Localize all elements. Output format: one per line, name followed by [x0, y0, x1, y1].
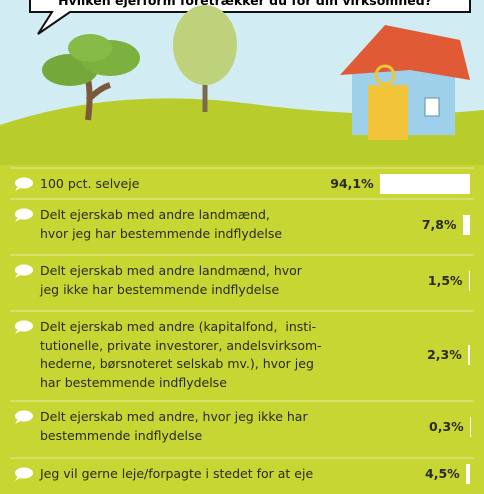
value-label: 7,8%: [397, 217, 457, 232]
infographic: Hvilken ejerform foretrækker du for din …: [0, 0, 484, 494]
category-label: Delt ejerskab med andre landmænd, hvor j…: [40, 206, 282, 243]
value-label: 94,1%: [314, 176, 374, 191]
chart-title: Hvilken ejerform foretrækker du for din …: [40, 0, 450, 10]
bar: [380, 174, 470, 194]
bar: [468, 345, 470, 365]
value-label: 4,5%: [400, 466, 460, 481]
category-label: Delt ejerskab med andre landmænd, hvor j…: [40, 262, 302, 299]
category-label: Delt ejerskab med andre (kapitalfond, in…: [40, 318, 322, 392]
value-label: 1,5%: [403, 273, 463, 288]
value-label: 2,3%: [402, 347, 462, 362]
value-label: 0,3%: [404, 419, 464, 434]
bar: [463, 215, 470, 235]
bar: [469, 271, 470, 291]
bar: [466, 464, 470, 484]
category-label: Delt ejerskab med andre, hvor jeg ikke h…: [40, 408, 308, 445]
category-label: Jeg vil gerne leje/forpagte i stedet for…: [40, 465, 313, 484]
category-label: 100 pct. selveje: [40, 175, 139, 194]
